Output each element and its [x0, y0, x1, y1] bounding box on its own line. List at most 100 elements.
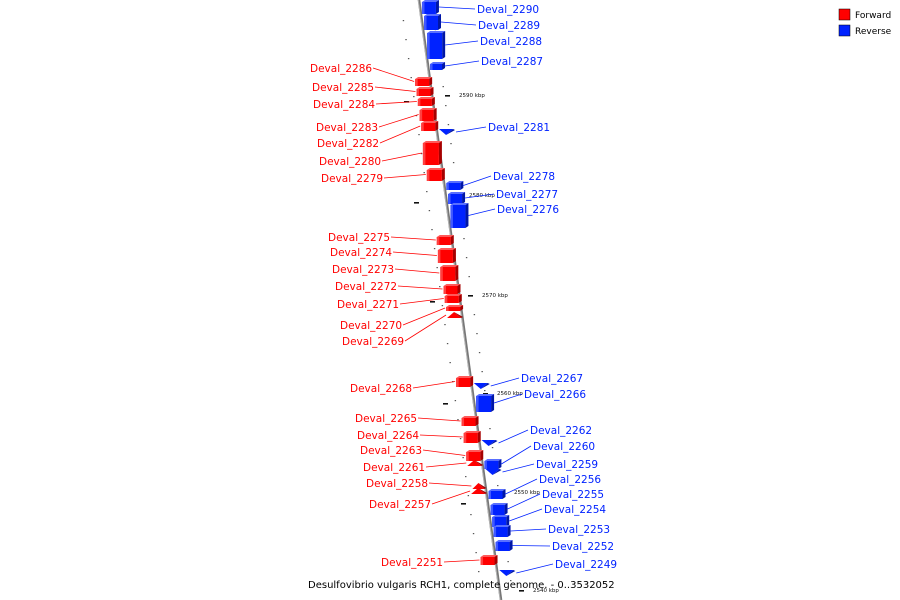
- gene-label[interactable]: Deval_2263: [360, 445, 422, 457]
- gene-label[interactable]: Deval_2281: [488, 122, 550, 134]
- gene-label[interactable]: Deval_2275: [328, 232, 390, 244]
- gene-label[interactable]: Deval_2251: [381, 557, 443, 569]
- gene-block-side: [504, 503, 508, 515]
- gene-label[interactable]: Deval_2273: [332, 264, 394, 276]
- gene-deval-2282[interactable]: [421, 121, 439, 131]
- gene-label[interactable]: Deval_2255: [542, 489, 604, 501]
- gene-label[interactable]: Deval_2265: [355, 413, 417, 425]
- gene-deval-2285[interactable]: [416, 87, 434, 96]
- gene-label[interactable]: Deval_2268: [350, 383, 412, 395]
- gene-deval-2260[interactable]: [484, 459, 502, 469]
- gene-label[interactable]: Deval_2270: [340, 320, 402, 332]
- gene-label[interactable]: Deval_2278: [493, 171, 555, 183]
- gene-block-side: [441, 168, 445, 181]
- gene-label[interactable]: Deval_2256: [539, 474, 601, 486]
- gene-label[interactable]: Deval_2272: [335, 281, 397, 293]
- gene-label[interactable]: Deval_2290: [477, 4, 539, 16]
- gene-label[interactable]: Deval_2259: [536, 459, 598, 471]
- gene-deval-2251[interactable]: [480, 555, 498, 565]
- gene-label[interactable]: Deval_2283: [316, 122, 378, 134]
- gene-deval-2268[interactable]: [456, 376, 474, 387]
- gene-deval-2262[interactable]: [481, 440, 498, 446]
- gene-deval-2255[interactable]: [490, 503, 508, 515]
- gene-label[interactable]: Deval_2264: [357, 430, 419, 442]
- gene-deval-2258[interactable]: [472, 483, 487, 489]
- gene-labels[interactable]: Deval_2290 Deval_2289 Deval_2288 Deval_2287…: [310, 4, 617, 574]
- gene-deval-2249[interactable]: [499, 570, 516, 576]
- gene-label[interactable]: Deval_2266: [524, 389, 586, 401]
- backbone-dot: [444, 324, 446, 326]
- gene-deval-2281[interactable]: [439, 129, 456, 135]
- gene-deval-2267[interactable]: [473, 383, 490, 389]
- gene-label[interactable]: Deval_2262: [530, 425, 592, 437]
- gene-label[interactable]: Deval_2269: [342, 336, 404, 348]
- gene-label[interactable]: Deval_2254: [544, 504, 606, 516]
- tick-mark: [468, 295, 473, 297]
- gene-label[interactable]: Deval_2286: [310, 63, 372, 75]
- gene-label[interactable]: Deval_2257: [369, 499, 431, 511]
- gene-deval-2290[interactable]: [421, 0, 439, 14]
- gene-deval-2289[interactable]: [424, 14, 442, 30]
- gene-deval-2259[interactable]: [485, 469, 502, 475]
- gene-label[interactable]: Deval_2287: [481, 56, 543, 68]
- backbone-dot: [436, 267, 438, 269]
- gene-deval-2271[interactable]: [444, 294, 462, 303]
- tick-mark: [430, 301, 435, 303]
- gene-label[interactable]: Deval_2288: [480, 36, 542, 48]
- gene-deval-2272[interactable]: [443, 284, 461, 294]
- gene-leader-line: [438, 6, 476, 10]
- gene-deval-2261[interactable]: [467, 460, 484, 466]
- backbone-dot: [447, 124, 450, 126]
- gene-deval-2277[interactable]: [448, 192, 466, 204]
- gene-label[interactable]: Deval_2285: [312, 82, 374, 94]
- gene-label[interactable]: Deval_2277: [496, 189, 558, 201]
- gene-deval-2279[interactable]: [426, 168, 445, 181]
- gene-deval-2256[interactable]: [488, 489, 506, 499]
- gene-deval-2287[interactable]: [430, 62, 446, 70]
- gene-deval-2280[interactable]: [422, 141, 442, 165]
- gene-block-top: [419, 108, 437, 110]
- gene-block-side: [462, 192, 466, 204]
- gene-block-side: [430, 87, 434, 96]
- gene-deval-2270[interactable]: [446, 305, 464, 311]
- gene-leader-line: [374, 86, 416, 92]
- gene-deval-2274[interactable]: [437, 248, 456, 263]
- gene-deval-2288[interactable]: [427, 31, 446, 59]
- gene-label[interactable]: Deval_2258: [366, 478, 428, 490]
- gene-deval-2276[interactable]: [450, 203, 469, 228]
- gene-deval-2263[interactable]: [466, 450, 484, 461]
- gene-label[interactable]: Deval_2279: [321, 173, 383, 185]
- gene-deval-2284[interactable]: [417, 97, 435, 106]
- gene-deval-2265[interactable]: [461, 416, 479, 426]
- gene-block-top: [492, 515, 510, 517]
- gene-label[interactable]: Deval_2276: [497, 204, 559, 216]
- gene-label[interactable]: Deval_2249: [555, 559, 617, 571]
- gene-deval-2253[interactable]: [493, 525, 511, 537]
- gene-deval-2254[interactable]: [492, 515, 510, 527]
- gene-deval-2257[interactable]: [471, 488, 488, 494]
- gene-label[interactable]: Deval_2284: [313, 99, 375, 111]
- gene-deval-2252[interactable]: [495, 540, 513, 551]
- gene-label[interactable]: Deval_2253: [548, 524, 610, 536]
- gene-deval-2283[interactable]: [419, 108, 437, 121]
- gene-label[interactable]: Deval_2271: [337, 299, 399, 311]
- gene-label[interactable]: Deval_2261: [363, 462, 425, 474]
- gene-deval-2286[interactable]: [415, 77, 433, 86]
- gene-label[interactable]: Deval_2274: [330, 247, 392, 259]
- gene-label[interactable]: Deval_2252: [552, 541, 614, 553]
- gene-label[interactable]: Deval_2260: [533, 441, 595, 453]
- gene-deval-2266[interactable]: [476, 394, 495, 412]
- gene-deval-2269[interactable]: [447, 312, 464, 318]
- gene-leader-line: [383, 174, 426, 179]
- gene-label[interactable]: Deval_2289: [478, 20, 540, 32]
- gene-deval-2273[interactable]: [440, 265, 459, 281]
- gene-deval-2278[interactable]: [446, 181, 464, 190]
- gene-leader-line: [509, 508, 543, 522]
- gene-label[interactable]: Deval_2280: [319, 156, 381, 168]
- gene-label[interactable]: Deval_2282: [317, 138, 379, 150]
- backbone-dot: [454, 400, 457, 402]
- gene-deval-2264[interactable]: [463, 431, 481, 443]
- gene-deval-2275[interactable]: [436, 235, 454, 245]
- gene-block-top: [446, 305, 464, 307]
- gene-label[interactable]: Deval_2267: [521, 373, 583, 385]
